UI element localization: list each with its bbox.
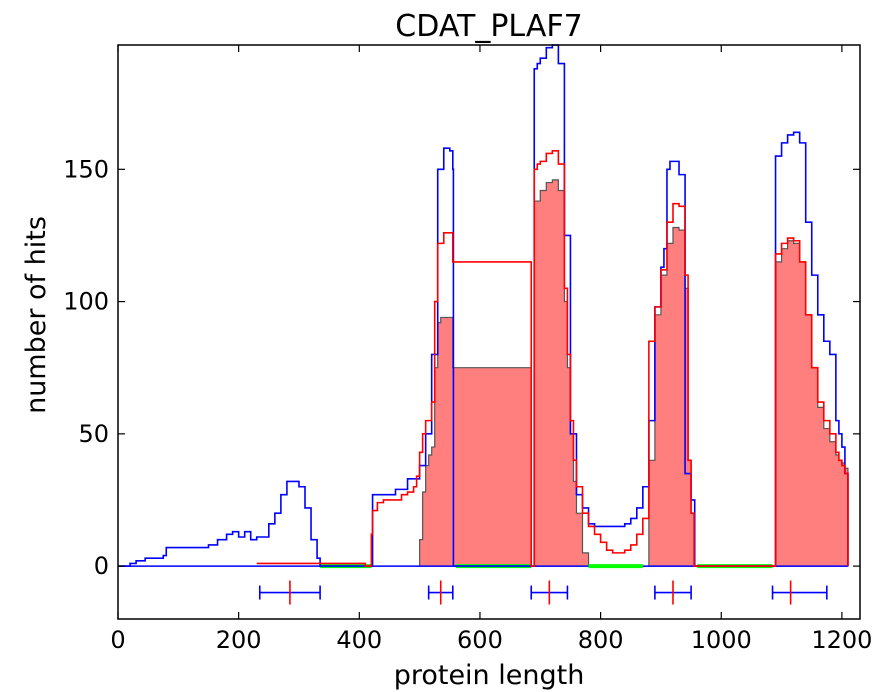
x-tick-label: 400 (336, 626, 382, 654)
x-tick-label: 1000 (691, 626, 752, 654)
x-tick-label: 1200 (811, 626, 872, 654)
series-filled-area (416, 179, 849, 567)
error-bar (530, 580, 569, 605)
x-tick-label: 800 (578, 626, 624, 654)
error-bar (654, 580, 692, 605)
plot-area (118, 44, 849, 605)
y-tick-label: 50 (78, 420, 109, 448)
series-red-line (256, 150, 849, 567)
error-bar (771, 580, 828, 605)
error-bar (258, 580, 321, 605)
chart-title: CDAT_PLAF7 (395, 9, 582, 44)
error-bar (427, 580, 454, 605)
series-blue-line (118, 44, 849, 567)
x-axis-label: protein length (394, 660, 585, 691)
plot-frame (117, 44, 861, 620)
y-tick-label: 150 (63, 155, 109, 183)
y-tick-label: 0 (94, 552, 109, 580)
y-tick-label: 100 (63, 288, 109, 316)
x-tick-label: 0 (110, 626, 125, 654)
y-axis-label: number of hits (21, 216, 52, 414)
axes: 0 200 400 600 800 1000 1200 0 50 100 150 (63, 45, 872, 654)
x-tick-label: 600 (457, 626, 503, 654)
x-tick-label: 200 (216, 626, 262, 654)
